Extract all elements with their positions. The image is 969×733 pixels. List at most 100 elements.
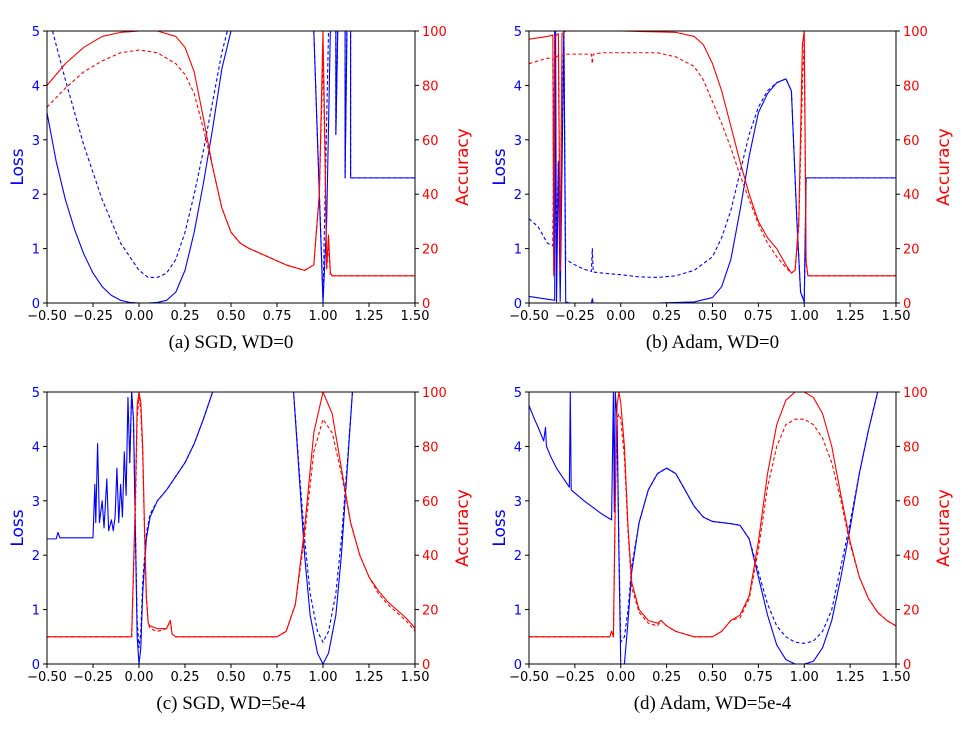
x-tick-label: 1.50 bbox=[882, 309, 911, 324]
y-left-tick-label: 1 bbox=[32, 604, 40, 619]
x-tick-label: 1.00 bbox=[790, 309, 819, 324]
y-right-axis-label: Accuracy bbox=[453, 489, 473, 567]
x-tick-label: −0.25 bbox=[555, 670, 595, 685]
y-right-tick-label: 60 bbox=[422, 495, 439, 510]
panel-c: −0.50 −0.25 0.00 0.25 0.50 0.75 1.00 1.25 1.5001… bbox=[8, 386, 473, 714]
x-tick-label: 0.25 bbox=[652, 670, 681, 685]
y-left-tick-label: 3 bbox=[514, 495, 522, 510]
x-tick-label: −0.50 bbox=[27, 670, 67, 685]
x-tick-label: 0.25 bbox=[652, 309, 681, 324]
plot-frame bbox=[46, 391, 416, 665]
x-tick-label: 0.00 bbox=[125, 309, 154, 324]
series-train-loss bbox=[529, 392, 879, 664]
x-tick-label: 1.00 bbox=[790, 670, 819, 685]
series-group bbox=[47, 392, 415, 664]
panel-a: −0.50 −0.25 0.00 0.25 0.50 0.75 1.00 1.25 1.5001… bbox=[8, 25, 473, 353]
series-group bbox=[47, 31, 415, 303]
y-right-tick-label: 80 bbox=[903, 440, 920, 455]
x-tick-label: 0.50 bbox=[698, 670, 727, 685]
y-left-axis-label: Loss bbox=[8, 148, 28, 185]
y-left-tick-label: 0 bbox=[514, 658, 522, 673]
y-left-tick-label: 2 bbox=[514, 188, 522, 203]
x-tick-label: 1.25 bbox=[836, 670, 865, 685]
y-left-tick-label: 2 bbox=[514, 549, 522, 564]
panel-caption: (b) Adam, WD=0 bbox=[646, 332, 779, 353]
y-right-tick-label: 80 bbox=[422, 79, 439, 94]
y-right-tick-label: 20 bbox=[422, 604, 439, 619]
y-left-axis-label: Loss bbox=[490, 509, 510, 546]
series-test-loss bbox=[51, 31, 415, 299]
y-right-tick-label: 60 bbox=[422, 134, 439, 149]
panel-caption: (d) Adam, WD=5e-4 bbox=[634, 693, 792, 714]
panel-caption: (c) SGD, WD=5e-4 bbox=[156, 693, 306, 714]
series-train-accuracy bbox=[529, 31, 896, 277]
x-tick-label: 0.75 bbox=[744, 309, 773, 324]
y-right-tick-label: 100 bbox=[903, 25, 928, 40]
y-right-axis-label: Accuracy bbox=[934, 489, 954, 567]
series-test-accuracy bbox=[47, 396, 415, 638]
y-right-tick-label: 80 bbox=[903, 79, 920, 94]
y-right-tick-label: 20 bbox=[903, 604, 920, 619]
y-right-tick-label: 20 bbox=[422, 243, 439, 258]
y-right-tick-label: 20 bbox=[903, 243, 920, 258]
x-tick-label: 1.00 bbox=[309, 309, 338, 324]
panel-caption: (a) SGD, WD=0 bbox=[169, 332, 294, 353]
x-tick-label: 0.00 bbox=[606, 309, 635, 324]
y-right-tick-label: 40 bbox=[422, 549, 439, 564]
y-left-tick-label: 4 bbox=[514, 440, 522, 455]
x-tick-label: 0.00 bbox=[606, 670, 635, 685]
series-test-accuracy bbox=[529, 38, 896, 277]
x-tick-label: −0.50 bbox=[27, 309, 67, 324]
y-right-tick-label: 100 bbox=[422, 25, 447, 40]
x-tick-label: −0.25 bbox=[73, 309, 113, 324]
y-left-tick-label: 1 bbox=[514, 604, 522, 619]
x-tick-label: 0.75 bbox=[263, 670, 292, 685]
y-left-tick-label: 2 bbox=[32, 188, 40, 203]
x-tick-label: 1.50 bbox=[401, 309, 430, 324]
y-left-tick-label: 4 bbox=[32, 79, 40, 94]
y-left-tick-label: 5 bbox=[514, 386, 522, 401]
y-left-tick-label: 5 bbox=[514, 25, 522, 40]
x-tick-label: 0.75 bbox=[263, 309, 292, 324]
y-left-tick-label: 2 bbox=[32, 549, 40, 564]
y-left-tick-label: 4 bbox=[32, 440, 40, 455]
x-tick-label: 0.50 bbox=[217, 309, 246, 324]
y-right-tick-label: 0 bbox=[422, 297, 430, 312]
y-right-tick-label: 100 bbox=[422, 386, 447, 401]
x-tick-label: 1.00 bbox=[309, 670, 338, 685]
series-train-accuracy bbox=[529, 392, 896, 638]
x-tick-label: 0.25 bbox=[171, 309, 200, 324]
series-test-loss bbox=[616, 392, 879, 644]
x-tick-label: −0.50 bbox=[509, 670, 549, 685]
x-tick-label: 0.50 bbox=[698, 309, 727, 324]
y-left-tick-label: 5 bbox=[32, 25, 40, 40]
x-tick-label: 1.50 bbox=[882, 670, 911, 685]
y-right-tick-label: 0 bbox=[903, 297, 911, 312]
y-left-tick-label: 1 bbox=[514, 243, 522, 258]
series-test-accuracy bbox=[529, 413, 896, 638]
y-left-axis-label: Loss bbox=[490, 148, 510, 185]
y-left-tick-label: 3 bbox=[32, 495, 40, 510]
x-tick-label: 0.75 bbox=[744, 670, 773, 685]
x-tick-label: 1.50 bbox=[401, 670, 430, 685]
y-left-tick-label: 1 bbox=[32, 243, 40, 258]
y-left-tick-label: 0 bbox=[32, 658, 40, 673]
series-train-loss bbox=[529, 31, 896, 303]
y-right-tick-label: 60 bbox=[903, 495, 920, 510]
y-left-tick-label: 3 bbox=[514, 134, 522, 149]
y-left-tick-label: 0 bbox=[32, 297, 40, 312]
y-right-tick-label: 80 bbox=[422, 440, 439, 455]
y-left-tick-label: 5 bbox=[32, 386, 40, 401]
series-test-loss bbox=[529, 31, 896, 303]
plot-frame bbox=[528, 391, 897, 665]
y-right-tick-label: 100 bbox=[903, 386, 928, 401]
series-train-loss bbox=[47, 31, 415, 303]
series-group bbox=[529, 31, 896, 303]
series-group bbox=[529, 392, 896, 664]
y-right-tick-label: 40 bbox=[903, 188, 920, 203]
x-tick-label: 0.50 bbox=[217, 670, 246, 685]
y-right-tick-label: 0 bbox=[903, 658, 911, 673]
y-left-axis-label: Loss bbox=[8, 509, 28, 546]
x-tick-label: 1.25 bbox=[836, 309, 865, 324]
